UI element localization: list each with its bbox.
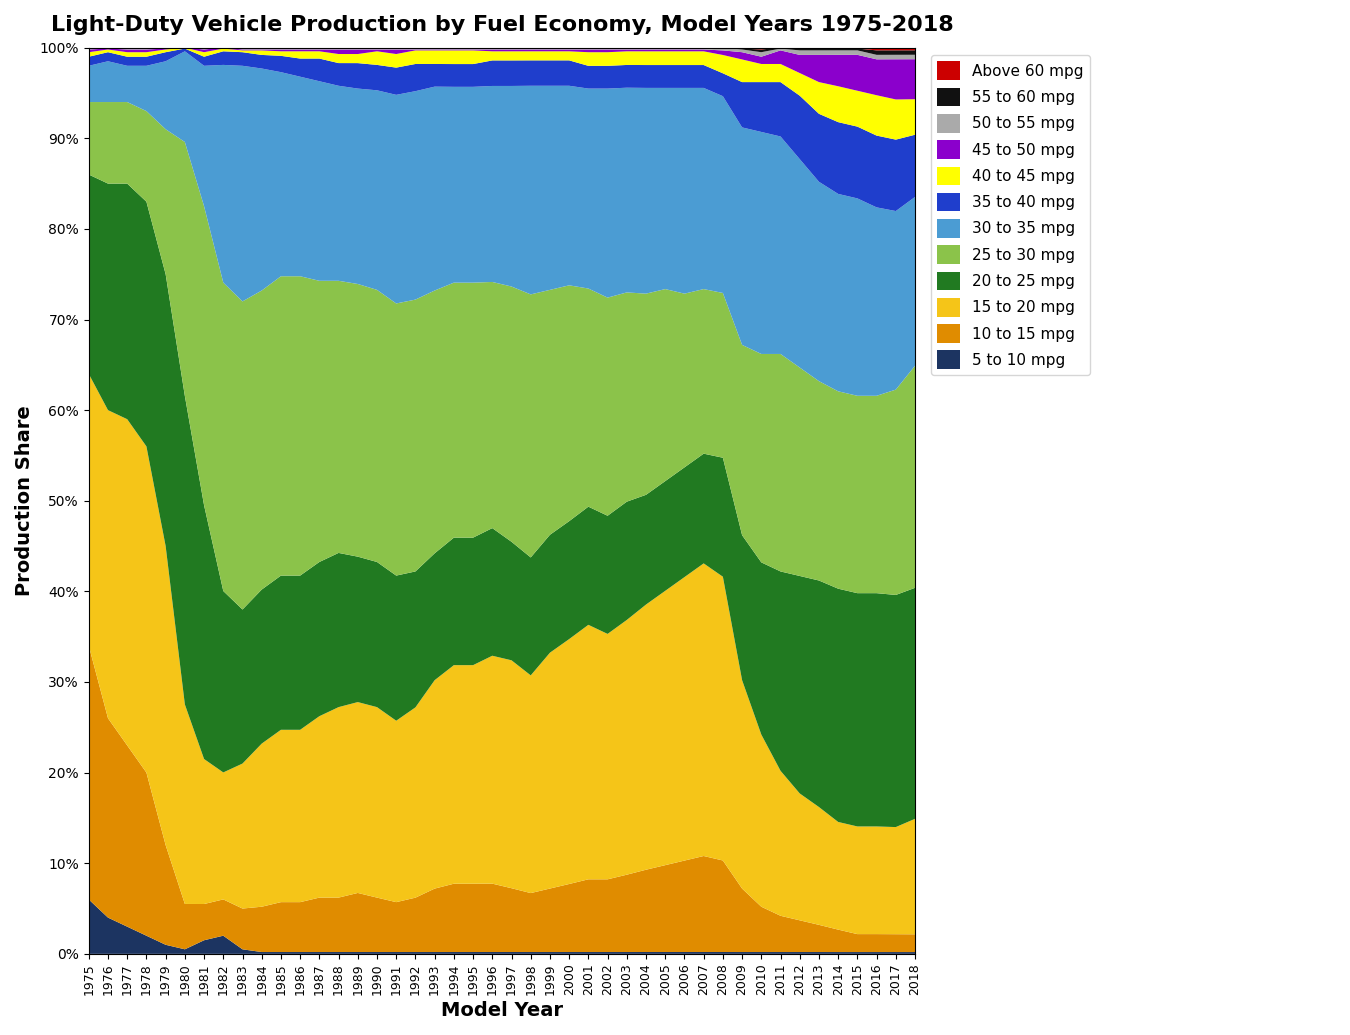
Y-axis label: Production Share: Production Share <box>15 406 34 596</box>
Legend: Above 60 mpg, 55 to 60 mpg, 50 to 55 mpg, 45 to 50 mpg, 40 to 45 mpg, 35 to 40 m: Above 60 mpg, 55 to 60 mpg, 50 to 55 mpg… <box>931 55 1089 376</box>
X-axis label: Model Year: Model Year <box>441 1001 563 1021</box>
Title: Light-Duty Vehicle Production by Fuel Economy, Model Years 1975-2018: Light-Duty Vehicle Production by Fuel Ec… <box>50 14 953 35</box>
